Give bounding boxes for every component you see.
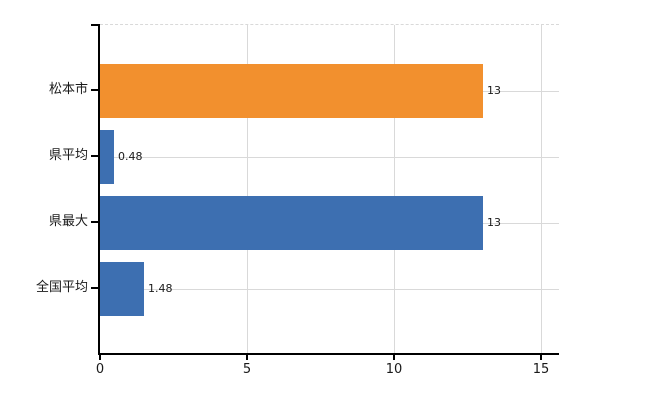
x-axis-line bbox=[98, 353, 559, 355]
category-label: 松本市 bbox=[48, 82, 88, 97]
bar-value-label: 0.48 bbox=[118, 150, 143, 163]
y-axis-line bbox=[98, 24, 100, 355]
bar bbox=[100, 64, 483, 118]
horizontal-gridline bbox=[100, 289, 559, 290]
vertical-gridline bbox=[247, 25, 248, 354]
x-tick bbox=[540, 355, 542, 360]
y-axis-top-tick bbox=[91, 24, 98, 26]
y-tick bbox=[91, 89, 98, 91]
y-tick bbox=[91, 287, 98, 289]
bar bbox=[100, 130, 114, 184]
bar-value-label: 13 bbox=[487, 84, 501, 97]
bar bbox=[100, 262, 144, 316]
x-tick bbox=[246, 355, 248, 360]
bar-value-label: 13 bbox=[487, 216, 501, 229]
x-tick-label: 10 bbox=[385, 362, 403, 377]
category-label: 県平均 bbox=[48, 148, 88, 163]
x-tick bbox=[99, 355, 101, 360]
x-tick bbox=[393, 355, 395, 360]
horizontal-gridline bbox=[100, 157, 559, 158]
x-tick-label: 15 bbox=[532, 362, 550, 377]
vertical-gridline bbox=[394, 25, 395, 354]
x-tick-label: 0 bbox=[95, 362, 105, 377]
y-tick bbox=[91, 155, 98, 157]
plot-area: 13 0.48 13 1.48 bbox=[100, 24, 559, 354]
bar-value-label: 1.48 bbox=[148, 282, 173, 295]
x-tick-label: 5 bbox=[242, 362, 252, 377]
category-label: 全国平均 bbox=[35, 280, 88, 295]
bar bbox=[100, 196, 483, 250]
vertical-gridline bbox=[541, 25, 542, 354]
y-tick bbox=[91, 221, 98, 223]
category-label: 県最大 bbox=[48, 214, 88, 229]
